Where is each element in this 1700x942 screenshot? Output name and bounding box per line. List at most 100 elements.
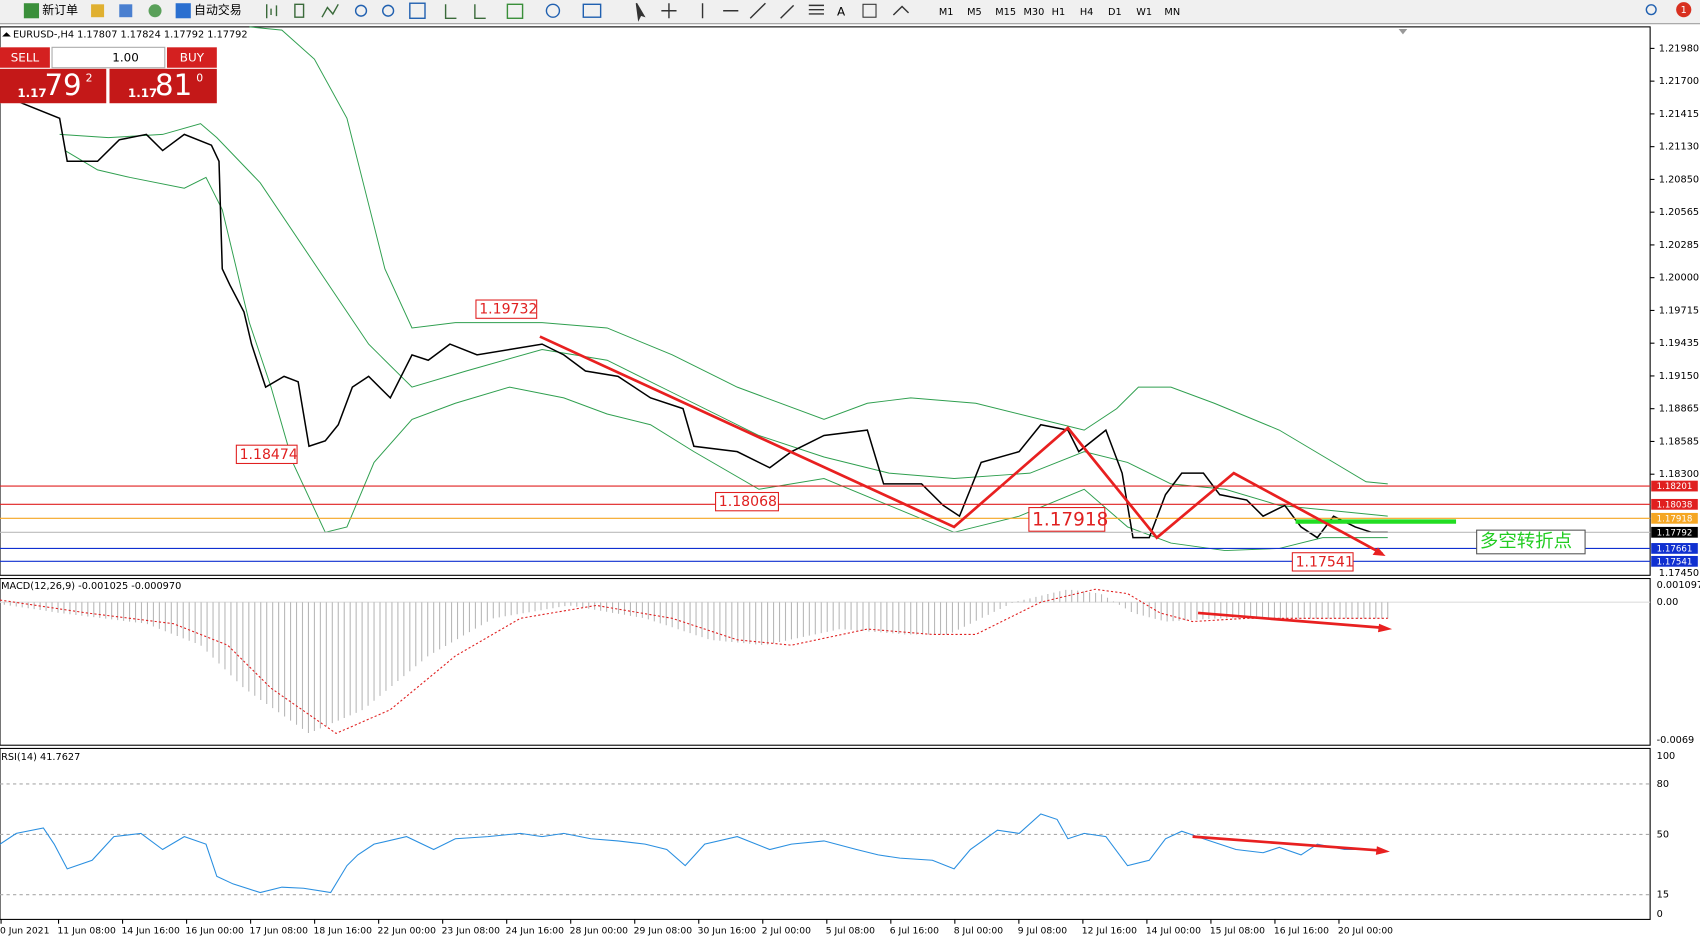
time-axis-label: 14 Jul 00:00 xyxy=(1146,926,1201,937)
annotation-box xyxy=(1028,507,1106,532)
icon[interactable] xyxy=(294,3,305,18)
auto-trading-icon[interactable] xyxy=(175,3,191,19)
annotation-boxes xyxy=(235,299,1354,572)
time-axis-label: 14 Jun 16:00 xyxy=(121,926,180,937)
price-axis-label: 1.20285 xyxy=(1659,240,1699,251)
price-axis-label: 1.18585 xyxy=(1659,436,1699,447)
level-label: 1.17792 xyxy=(1657,528,1693,538)
icon[interactable] xyxy=(506,3,524,19)
time-axis-label: 0 Jun 2021 xyxy=(0,926,49,937)
annotation-box xyxy=(1291,552,1354,572)
alert-badge[interactable] xyxy=(1676,2,1692,18)
middle-band xyxy=(59,123,1388,517)
time-axis-label: 8 Jul 00:00 xyxy=(954,926,1003,937)
price-axis-label: 1.21700 xyxy=(1659,76,1699,87)
buy-button[interactable] xyxy=(166,47,217,68)
rsi-axis-label: 0 xyxy=(1657,909,1663,920)
label-tool[interactable] xyxy=(862,3,877,18)
price-axis-label: 1.18300 xyxy=(1659,469,1699,480)
main-pane xyxy=(0,26,1651,576)
level-label: 1.18201 xyxy=(1657,482,1693,492)
icon[interactable] xyxy=(661,2,824,19)
rsi-axis-label: 15 xyxy=(1657,890,1669,901)
bid-prefix: 1.17 xyxy=(17,86,46,100)
time-axis-label: 18 Jun 16:00 xyxy=(314,926,373,937)
price-axis-label: 1.20850 xyxy=(1659,174,1699,185)
annotation: 1.19732 xyxy=(479,302,537,318)
auto-trading[interactable]: 自动交易 xyxy=(194,3,242,17)
bid-box[interactable] xyxy=(0,68,107,104)
timeframe-button[interactable]: D1 xyxy=(1108,7,1122,18)
new-order[interactable]: 新订单 xyxy=(42,3,78,17)
timeframe-button[interactable]: M1 xyxy=(939,7,954,18)
time-axis-label: 16 Jul 16:00 xyxy=(1274,926,1329,937)
icon[interactable] xyxy=(635,2,646,22)
time-axis-label: 24 Jun 16:00 xyxy=(506,926,565,937)
lower-band xyxy=(64,150,1388,552)
icon[interactable] xyxy=(582,3,602,18)
icon[interactable] xyxy=(545,3,561,18)
timeframe-button[interactable]: M30 xyxy=(1023,7,1044,18)
time-axis-label: 22 Jun 00:00 xyxy=(378,926,437,937)
time-axis: 0 Jun 2021 11 Jun 08:00 14 Jun 16:00 16 Jun… xyxy=(0,919,1393,937)
bid-big: 79 xyxy=(44,68,81,102)
icon[interactable] xyxy=(409,2,426,19)
price-axis-label: 1.21130 xyxy=(1659,142,1699,153)
rsi-axis-label: 80 xyxy=(1657,779,1669,790)
time-axis-label: 15 Jul 08:00 xyxy=(1210,926,1265,937)
timeframe-button[interactable]: W1 xyxy=(1136,7,1152,18)
price-axis-label: 1.21415 xyxy=(1659,109,1699,120)
icon[interactable] xyxy=(444,4,486,19)
icon[interactable] xyxy=(321,3,339,18)
timeframe-button[interactable]: MN xyxy=(1164,7,1180,18)
arrow-head xyxy=(1375,846,1390,855)
lot-input[interactable] xyxy=(51,46,166,69)
timeframe-button[interactable]: M15 xyxy=(995,7,1016,18)
time-axis-label: 5 Jul 08:00 xyxy=(826,926,875,937)
sell-button[interactable] xyxy=(0,47,50,68)
icon[interactable] xyxy=(382,4,395,17)
timeframe-button[interactable]: H4 xyxy=(1080,7,1094,18)
time-axis-label: 23 Jun 08:00 xyxy=(442,926,501,937)
annotation-box xyxy=(475,299,538,319)
time-axis-label: 2 Jul 00:00 xyxy=(762,926,811,937)
icon[interactable] xyxy=(148,4,162,18)
text-tool[interactable]: A xyxy=(837,4,846,18)
shift-marker xyxy=(1398,29,1408,35)
ask-box[interactable] xyxy=(109,68,217,104)
time-axis-label: 6 Jul 16:00 xyxy=(890,926,939,937)
time-axis-label: 20 Jul 00:00 xyxy=(1338,926,1393,937)
timeframe-button[interactable]: M5 xyxy=(967,7,982,18)
rsi-label: RSI(14) 41.7627 xyxy=(1,752,80,763)
lot-value[interactable]: 1.00 xyxy=(112,51,139,65)
level-tag xyxy=(1651,555,1698,567)
level-tag xyxy=(1651,480,1698,492)
icon[interactable] xyxy=(119,4,133,18)
macd-pane xyxy=(0,577,1651,746)
level-tag xyxy=(1651,543,1698,554)
collapse-icon xyxy=(2,32,11,37)
level-tag xyxy=(1651,498,1698,510)
price-line xyxy=(19,101,1388,539)
icon[interactable] xyxy=(266,4,278,19)
timeframe-button[interactable]: H1 xyxy=(1052,7,1066,18)
icon[interactable] xyxy=(354,4,368,17)
upper-band xyxy=(249,26,1388,485)
icon[interactable] xyxy=(892,5,910,16)
search-icon[interactable] xyxy=(1645,4,1657,16)
buy-label[interactable]: BUY xyxy=(180,51,205,65)
rsi-levels xyxy=(0,783,1651,896)
new-order-icon[interactable] xyxy=(23,3,40,19)
time-axis-label: 29 Jun 08:00 xyxy=(634,926,693,937)
macd-axis-label: -0.0069 xyxy=(1657,735,1695,746)
toolbar xyxy=(0,0,1700,24)
ask-big: 81 xyxy=(155,68,192,102)
sell-label[interactable]: SELL xyxy=(11,51,40,65)
time-axis-label: 11 Jun 08:00 xyxy=(57,926,116,937)
ask-sup: 0 xyxy=(196,72,203,85)
icon[interactable] xyxy=(91,4,105,18)
timeframes: M1 M5 M15 M30 H1 H4 D1 W1 MN xyxy=(939,7,1180,18)
time-axis-label: 16 Jun 00:00 xyxy=(186,926,245,937)
arrow-head xyxy=(1377,623,1393,633)
